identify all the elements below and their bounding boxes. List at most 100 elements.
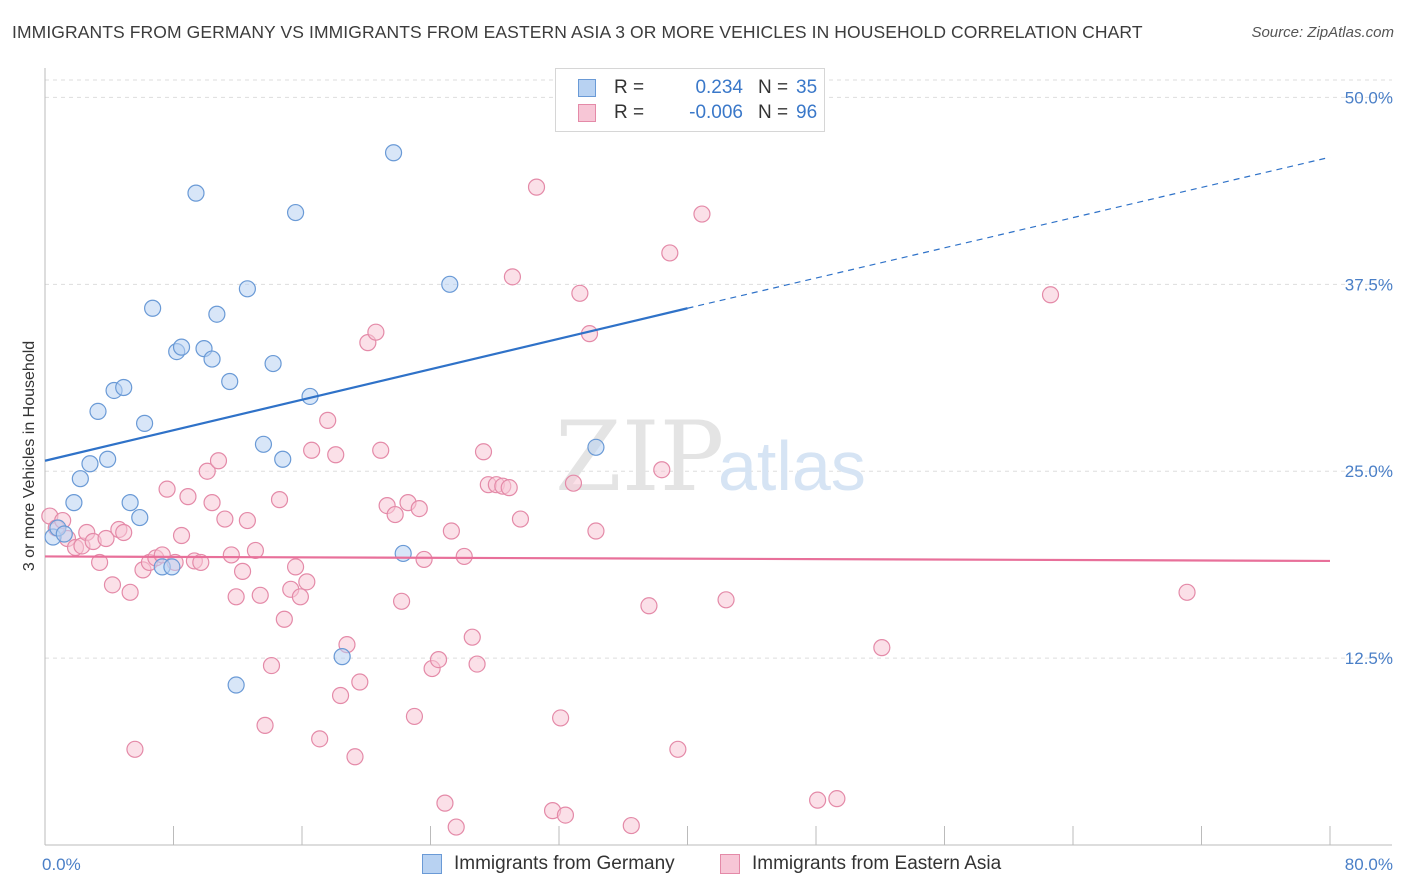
point-eastern-asia	[564, 474, 583, 492]
point-eastern-asia	[216, 510, 234, 528]
point-eastern-asia	[661, 244, 679, 262]
point-germany	[203, 350, 221, 368]
r-label: R =	[614, 77, 645, 98]
point-eastern-asia	[209, 452, 228, 470]
watermark-zip: ZIP	[555, 401, 724, 513]
point-eastern-asia	[552, 709, 570, 727]
point-germany	[221, 372, 239, 391]
point-eastern-asia	[179, 488, 197, 506]
points-eastern-asia	[41, 178, 1196, 836]
point-germany	[254, 435, 273, 453]
legend-stats: R = 0.234 N = 35 R = -0.006 N = 96	[555, 68, 825, 132]
point-eastern-asia	[500, 479, 518, 497]
point-germany	[99, 450, 117, 468]
point-eastern-asia	[227, 588, 245, 606]
point-eastern-asia	[873, 639, 891, 657]
point-germany	[238, 280, 256, 298]
chart-title: IMMIGRANTS FROM GERMANY VS IMMIGRANTS FR…	[12, 22, 1143, 42]
n-value: 96	[796, 102, 818, 123]
watermark: ZIP atlas	[555, 401, 866, 513]
point-germany	[89, 402, 107, 421]
point-eastern-asia	[346, 748, 364, 766]
point-eastern-asia	[233, 562, 252, 580]
eastern-asia-swatch	[578, 104, 596, 122]
point-eastern-asia	[275, 610, 293, 628]
x-tick-label-min: 0.0%	[42, 855, 81, 874]
point-eastern-asia	[474, 443, 493, 461]
point-germany	[208, 305, 226, 323]
point-eastern-asia	[640, 597, 658, 615]
point-eastern-asia	[115, 523, 133, 542]
point-eastern-asia	[121, 583, 139, 601]
chart-source: Source: ZipAtlas.com	[1251, 24, 1394, 41]
points-germany	[44, 144, 605, 694]
point-eastern-asia	[331, 686, 350, 705]
point-germany	[131, 508, 149, 527]
point-eastern-asia	[527, 178, 546, 196]
r-value: 0.234	[695, 77, 743, 98]
point-eastern-asia	[693, 205, 711, 223]
trend-lines	[44, 156, 1331, 563]
point-germany	[441, 275, 459, 293]
point-eastern-asia	[222, 546, 240, 564]
point-germany	[65, 494, 83, 512]
germany-swatch	[422, 854, 442, 874]
point-germany	[394, 544, 412, 563]
axes	[44, 68, 1392, 846]
point-eastern-asia	[392, 592, 411, 610]
y-tick-label: 12.5%	[1345, 649, 1393, 668]
point-eastern-asia	[238, 511, 256, 530]
tick-labels: 12.5% 25.0% 37.5% 50.0% 0.0% 80.0%	[42, 88, 1393, 874]
point-eastern-asia	[1041, 286, 1060, 304]
point-germany	[115, 378, 133, 397]
point-eastern-asia	[158, 480, 176, 498]
point-germany	[227, 676, 245, 694]
point-eastern-asia	[103, 576, 122, 594]
point-eastern-asia	[436, 794, 454, 812]
point-germany	[286, 203, 305, 222]
point-eastern-asia	[291, 588, 309, 606]
point-eastern-asia	[351, 673, 369, 691]
point-eastern-asia	[198, 462, 216, 480]
point-germany	[384, 144, 403, 162]
y-axis-title: 3 or more Vehicles in Household	[21, 341, 38, 571]
point-eastern-asia	[262, 656, 281, 675]
trend-line-germany-extension	[687, 156, 1331, 309]
point-eastern-asia	[442, 522, 460, 540]
point-eastern-asia	[1178, 583, 1196, 601]
point-eastern-asia	[503, 268, 522, 286]
point-germany	[71, 470, 89, 488]
point-eastern-asia	[463, 628, 481, 646]
point-germany	[172, 338, 191, 356]
point-eastern-asia	[91, 553, 109, 572]
y-tick-label: 37.5%	[1345, 275, 1393, 294]
trend-line-eastern-asia	[44, 555, 1331, 563]
point-eastern-asia	[587, 522, 605, 540]
point-eastern-asia	[415, 550, 433, 569]
point-eastern-asia	[386, 505, 404, 524]
point-eastern-asia	[286, 558, 305, 576]
point-eastern-asia	[270, 491, 289, 509]
point-germany	[333, 648, 351, 666]
trend-line-germany	[44, 307, 688, 462]
point-eastern-asia	[468, 655, 486, 673]
point-eastern-asia	[429, 651, 448, 669]
y-tick-label: 25.0%	[1345, 462, 1393, 481]
n-label: N =	[758, 77, 789, 98]
point-eastern-asia	[405, 707, 424, 726]
point-eastern-asia	[556, 806, 575, 824]
n-label: N =	[758, 102, 789, 123]
point-eastern-asia	[327, 446, 345, 464]
point-eastern-asia	[809, 791, 827, 809]
r-value: -0.006	[689, 102, 743, 123]
x-tick-label-max: 80.0%	[1345, 855, 1393, 874]
point-eastern-asia	[246, 541, 265, 560]
point-germany	[135, 414, 154, 432]
point-eastern-asia	[571, 284, 589, 302]
point-germany	[121, 494, 139, 512]
r-label: R =	[614, 102, 645, 123]
point-eastern-asia	[192, 553, 210, 572]
point-eastern-asia	[455, 547, 473, 566]
point-eastern-asia	[447, 818, 465, 836]
